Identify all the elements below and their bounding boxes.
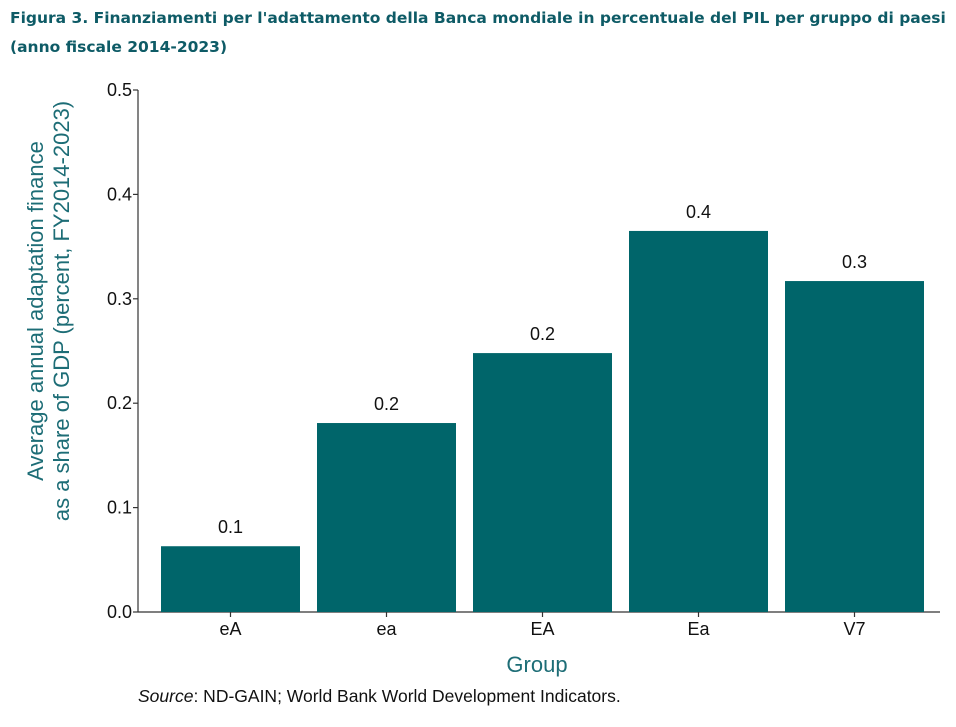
bar-V7 [785,281,924,612]
data-label: 0.4 [686,202,711,222]
figure-title-line-2: (anno fiscale 2014-2023) [10,38,228,56]
source-note: Source: ND-GAIN; World Bank World Develo… [138,686,621,707]
x-tick-label: ea [376,619,397,639]
bar-Ea [629,230,768,612]
figure-title-line-1: Figura 3. Finanziamenti per l'adattament… [10,9,946,27]
y-tick-label: 0.0 [107,602,132,622]
data-label: 0.2 [374,394,399,414]
x-tick-label: eA [219,619,241,639]
y-tick-label: 0.1 [107,498,132,518]
y-tick-label: 0.5 [107,80,132,100]
y-tick-label: 0.3 [107,289,132,309]
y-axis-title-line-2: as a share of GDP (percent, FY2014-2023) [49,101,74,521]
x-tick-label: Ea [687,619,710,639]
source-text: : ND-GAIN; World Bank World Development … [193,686,621,706]
x-tick-label: EA [530,619,554,639]
x-tick-label: V7 [843,619,865,639]
figure-title: Figura 3. Finanziamenti per l'adattament… [10,4,950,62]
x-axis-title: Group [506,652,567,677]
bar-eA [161,546,300,612]
bar-ea [317,423,456,612]
y-tick-label: 0.2 [107,393,132,413]
y-axis-title-line-1: Average annual adaptation finance [23,141,48,481]
bar-EA [473,353,612,612]
data-label: 0.3 [842,252,867,272]
data-label: 0.1 [218,517,243,537]
source-label: Source [138,686,194,706]
data-label: 0.2 [530,324,555,344]
y-tick-label: 0.4 [107,184,132,204]
